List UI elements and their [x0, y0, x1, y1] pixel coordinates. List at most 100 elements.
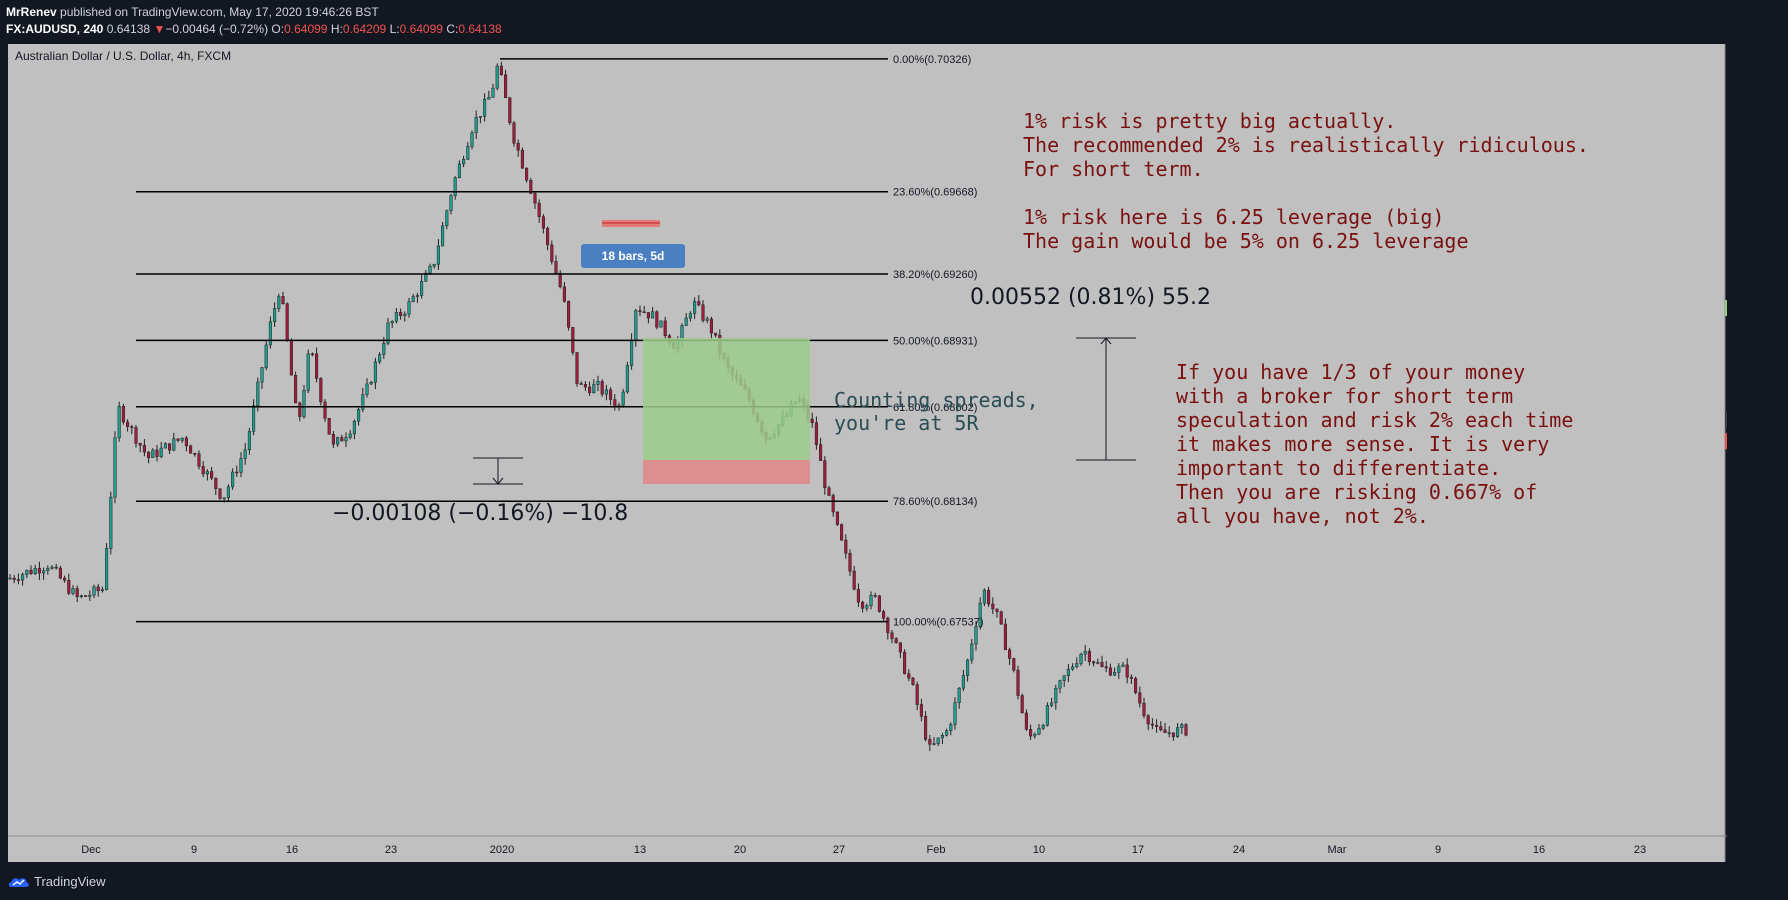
candle-body — [386, 322, 390, 344]
candle-body — [1163, 729, 1167, 734]
money-note-line: Then you are risking 0.667% of — [1176, 480, 1537, 504]
candle-body — [991, 603, 995, 610]
price-axis[interactable]: 0.704000.702000.700000.698000.696000.694… — [1725, 44, 1727, 737]
candle-body — [1092, 661, 1096, 664]
candle-body — [197, 453, 201, 467]
chart-background — [8, 44, 1727, 862]
candle-body — [651, 311, 655, 319]
low-label: L: — [389, 22, 400, 36]
candle-body — [21, 574, 25, 581]
candle-body — [75, 588, 79, 597]
candle-body — [29, 569, 33, 575]
candle-body — [966, 659, 970, 676]
candle-body — [688, 313, 692, 319]
candle-body — [264, 344, 268, 368]
candle-body — [609, 389, 613, 400]
candle-body — [352, 420, 356, 435]
candle-body — [457, 163, 461, 178]
time-tick-label: Mar — [1328, 844, 1347, 856]
candle-body — [810, 418, 814, 423]
candle-body — [298, 402, 302, 417]
candle-body — [201, 466, 205, 475]
candle-body — [1125, 664, 1129, 678]
candle-body — [1083, 651, 1087, 655]
candle-body — [604, 389, 608, 395]
author-name[interactable]: MrRenev — [6, 5, 57, 19]
candle-body — [655, 311, 659, 328]
candle-body — [1155, 725, 1159, 727]
candle-body — [525, 167, 529, 181]
candle-body — [1121, 664, 1125, 667]
candle-body — [642, 311, 646, 314]
brand-name: TradingView — [34, 874, 106, 889]
chart-frame[interactable]: Australian Dollar / U.S. Dollar, 4h, FXC… — [8, 44, 1727, 862]
symbol-label[interactable]: FX:AUDUSD, 240 — [6, 22, 104, 36]
candle-body — [218, 488, 222, 499]
candle-body — [588, 386, 592, 394]
risk-note[interactable]: 1% risk is pretty big actually. The reco… — [1023, 109, 1589, 253]
candle-body — [16, 579, 20, 581]
footer-bar: TradingView — [0, 866, 1788, 900]
candle-body — [84, 595, 88, 597]
candle-body — [117, 405, 121, 439]
candle-body — [974, 626, 978, 645]
candle-body — [130, 426, 134, 429]
candle-body — [630, 339, 634, 366]
money-note[interactable]: If you have 1/3 of your money with a bro… — [1176, 360, 1573, 528]
candle-body — [982, 589, 986, 604]
candle-body — [936, 737, 940, 744]
time-tick-label: 9 — [191, 844, 197, 856]
candle-body — [8, 577, 12, 580]
header-bar: MrRenev published on TradingView.com, Ma… — [0, 0, 1788, 40]
candle-body — [306, 353, 310, 391]
loss-zone[interactable] — [643, 460, 810, 484]
candle-body — [1146, 715, 1150, 725]
candle-body — [995, 608, 999, 613]
candle-body — [499, 65, 503, 75]
candle-body — [575, 352, 579, 384]
candle-body — [42, 570, 46, 574]
candle-body — [373, 361, 377, 383]
candle-body — [453, 177, 457, 196]
candle-body — [827, 487, 831, 496]
candle-body — [1104, 666, 1108, 669]
time-tick-label: 13 — [634, 844, 646, 856]
time-tick-label: 20 — [734, 844, 746, 856]
candle-body — [705, 318, 709, 321]
candle-body — [562, 286, 566, 302]
candle-body — [1138, 692, 1142, 704]
measure-up-text: 0.00552 (0.81%) 55.2 — [970, 285, 1211, 310]
candle-body — [327, 418, 331, 435]
candle-body — [369, 382, 373, 385]
candle-body — [844, 539, 848, 554]
money-note-line: all you have, not 2%. — [1176, 504, 1429, 528]
candle-body — [1167, 732, 1171, 734]
close-label: C: — [446, 22, 459, 36]
candle-body — [46, 568, 50, 571]
fib-level-label: 50.00%(0.68931) — [893, 335, 977, 347]
candle-body — [247, 431, 251, 451]
candle-body — [470, 132, 474, 147]
spreads-note[interactable]: Counting spreads, you're at 5R — [834, 388, 1039, 435]
candle-body — [1129, 676, 1133, 679]
candle-body — [932, 743, 936, 745]
candle-body — [592, 384, 596, 394]
candle-body — [919, 704, 923, 717]
profit-zone[interactable] — [643, 338, 810, 460]
tradingview-logo[interactable]: TradingView — [8, 874, 106, 889]
candle-body — [638, 310, 642, 313]
money-note-line: speculation and risk 2% each time — [1176, 408, 1573, 432]
candle-body — [256, 381, 260, 406]
candle-body — [659, 320, 663, 328]
candle-body — [109, 496, 113, 549]
candle-body — [1108, 667, 1112, 676]
publish-info: MrRenev published on TradingView.com, Ma… — [6, 5, 379, 19]
open-label: O: — [271, 22, 285, 36]
candle-body — [235, 471, 239, 474]
candle-body — [949, 724, 953, 731]
candle-body — [945, 730, 949, 736]
candle-body — [424, 272, 428, 282]
candle-body — [583, 384, 587, 388]
time-axis[interactable]: Dec 9 16 23 2020 13 20 27 Feb 10 17 24 Mar 9 16 23 — [81, 844, 1646, 856]
price-chart[interactable]: Australian Dollar / U.S. Dollar, 4h, FXC… — [8, 44, 1727, 862]
